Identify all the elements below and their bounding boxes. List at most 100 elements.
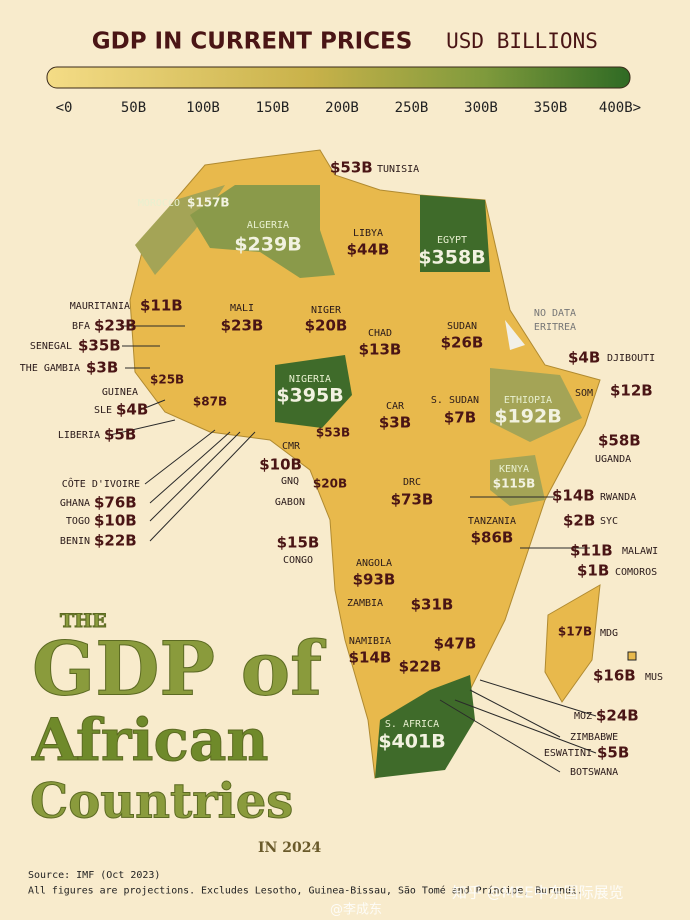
scale-label: 300B <box>464 100 498 116</box>
country-value: $3B <box>86 359 118 377</box>
country-name: NAMIBIA <box>349 636 391 647</box>
country-name: BFA <box>72 321 90 332</box>
country-name: SENEGAL <box>30 341 72 352</box>
big-title-line2: African <box>31 706 269 774</box>
eritrea-region <box>505 320 525 350</box>
country-value: $10B <box>259 456 302 474</box>
country-value: $44B <box>347 241 390 259</box>
watermark: 知乎 @MEE中东国际展览 <box>452 884 624 902</box>
country-value: $17B <box>558 625 592 639</box>
country-name: MUS <box>645 672 663 683</box>
country-value: $14B <box>349 649 392 667</box>
scale-label: 100B <box>186 100 220 116</box>
country-name: GUINEA <box>102 387 138 398</box>
country-name: UGANDA <box>595 454 631 465</box>
country-value: $5B <box>104 426 136 444</box>
country-value: $15B <box>277 534 320 552</box>
country-value: $5B <box>597 744 629 762</box>
country-name: BENIN <box>60 536 90 547</box>
country-value: $11B <box>570 542 613 560</box>
country-value: $7B <box>444 409 476 427</box>
country-name: MALAWI <box>622 546 658 557</box>
country-value: $47B <box>434 635 477 653</box>
country-value: $58B <box>598 432 641 450</box>
big-title-line3: Countries <box>30 774 293 830</box>
big-title-line1: GDP of <box>32 627 326 713</box>
scale-label: 50B <box>121 100 146 116</box>
country-name: KENYA <box>499 464 529 475</box>
country-value: $35B <box>78 337 121 355</box>
country-value: $157B <box>187 196 230 210</box>
country-value: $76B <box>94 494 137 512</box>
country-value: $22B <box>94 532 137 550</box>
country-value: $395B <box>276 385 343 407</box>
country-name: MAURITANIA <box>70 301 130 312</box>
country-name: CHAD <box>368 328 392 339</box>
country-name: ETHIOPIA <box>504 395 552 406</box>
egypt-region <box>420 195 490 272</box>
country-name: ANGOLA <box>356 558 392 569</box>
country-name: S. AFRICA <box>385 719 439 730</box>
country-name: ALGERIA <box>247 220 289 231</box>
country-name: ZAMBIA <box>347 598 383 609</box>
country-name: RWANDA <box>600 492 636 503</box>
country-name: COMOROS <box>615 567 657 578</box>
scale-label: 350B <box>534 100 568 116</box>
country-value: $358B <box>418 247 485 269</box>
nigeria-region <box>275 355 352 428</box>
scale-label: 150B <box>256 100 290 116</box>
country-name: MOZ <box>574 711 592 722</box>
country-name: TANZANIA <box>468 516 516 527</box>
country-name: THE GAMBIA <box>20 363 80 374</box>
country-name: CMR <box>282 441 301 452</box>
kenya-region <box>490 455 545 506</box>
title: GDP IN CURRENT PRICES <box>92 29 413 55</box>
country-value: $239B <box>234 234 301 256</box>
country-name: TUNISIA <box>377 164 419 175</box>
country-name: CONGO <box>283 555 313 566</box>
country-value: $20B <box>313 477 347 491</box>
country-value: $11B <box>140 297 183 315</box>
scale-label: 400B> <box>599 100 641 116</box>
country-value: $1B <box>577 562 609 580</box>
country-name: TOGO <box>66 516 90 527</box>
country-value: $16B <box>593 667 636 685</box>
country-value: $86B <box>471 529 514 547</box>
country-name: LIBERIA <box>58 430 100 441</box>
country-name: ZIMBABWE <box>570 732 618 743</box>
country-name: LIBYA <box>353 228 383 239</box>
country-value: $192B <box>494 406 561 428</box>
country-value: $25B <box>150 373 184 387</box>
scale-labels: <0 50B 100B 150B 200B 250B 300B 350B 400B> <box>56 100 642 116</box>
country-name: CAR <box>386 401 405 412</box>
scale-bar <box>46 66 631 89</box>
scale-label: 200B <box>325 100 359 116</box>
country-name: GNQ <box>281 476 299 487</box>
country-name: ESWATINI <box>544 748 592 759</box>
country-name: GHANA <box>60 498 90 509</box>
country-name: ERITREA <box>534 322 576 333</box>
country-value: $115B <box>493 477 536 491</box>
country-name: MALI <box>230 303 254 314</box>
country-value: $13B <box>359 341 402 359</box>
country-name: EGYPT <box>437 235 467 246</box>
country-value: $23B <box>221 317 264 335</box>
ethiopia-region <box>490 368 582 442</box>
unit: USD BILLIONS <box>446 29 598 53</box>
algeria-region <box>190 185 335 278</box>
country-name: CÔTE D'IVOIRE <box>62 477 140 490</box>
country-value: $87B <box>193 395 227 409</box>
leader-lines <box>109 325 597 773</box>
country-value: $20B <box>305 317 348 335</box>
country-value: $22B <box>399 658 442 676</box>
country-value: $31B <box>411 596 454 614</box>
country-name: DRC <box>403 477 421 488</box>
scale-label: <0 <box>56 100 73 116</box>
country-name: NIGERIA <box>289 374 331 385</box>
madagascar <box>544 584 601 703</box>
country-value: $26B <box>441 334 484 352</box>
country-name: DJIBOUTI <box>607 353 655 364</box>
country-value: $4B <box>568 349 600 367</box>
country-name: SUDAN <box>447 321 477 332</box>
country-value: $14B <box>552 487 595 505</box>
